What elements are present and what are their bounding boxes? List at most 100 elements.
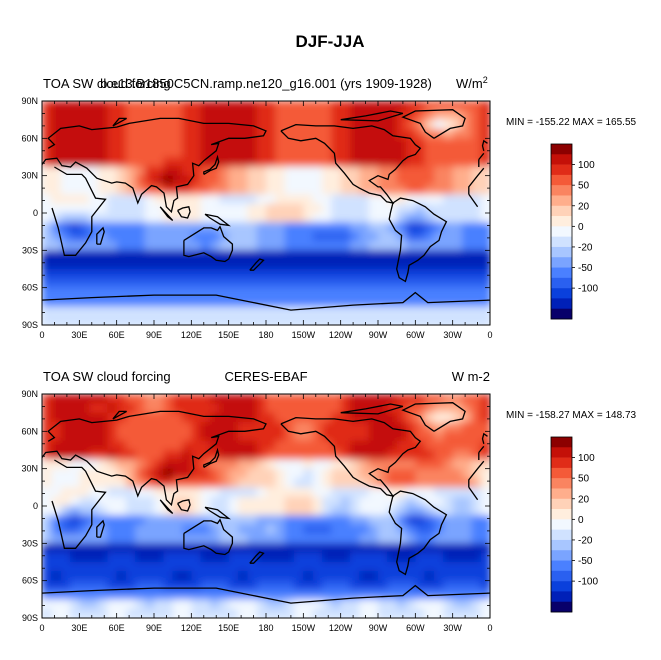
heatmap-cell — [471, 552, 482, 563]
heatmap-cell — [387, 278, 398, 289]
heatmap-cell — [182, 515, 193, 526]
heatmap-cell — [219, 101, 230, 112]
heatmap-cell — [303, 231, 314, 242]
heatmap-cell — [79, 552, 90, 563]
heatmap-cell — [462, 608, 473, 618]
heatmap-cell — [350, 110, 361, 121]
heatmap-cell — [396, 259, 407, 270]
x-tick-label: 60E — [109, 330, 125, 340]
heatmap-cell — [294, 101, 305, 112]
coastline — [177, 499, 191, 512]
heatmap-cell — [424, 213, 435, 224]
heatmap-cell — [256, 297, 267, 308]
heatmap-cell — [387, 185, 398, 196]
heatmap-cell — [191, 119, 202, 130]
colorbar-swatch — [551, 236, 572, 248]
colorbar-swatch — [551, 216, 572, 227]
coastline — [159, 499, 174, 515]
heatmap-cell — [144, 552, 155, 563]
heatmap-cell — [79, 203, 90, 214]
heatmap-cell — [275, 496, 286, 507]
heatmap-cell — [191, 543, 202, 554]
heatmap-cell — [60, 138, 71, 149]
heatmap-cell — [88, 450, 99, 461]
heatmap-cell — [387, 269, 398, 280]
heatmap-cell — [266, 194, 277, 205]
heatmap-cell — [387, 250, 398, 261]
heatmap-cell — [415, 194, 426, 205]
heatmap-cell — [266, 487, 277, 498]
heatmap-cell — [219, 278, 230, 289]
heatmap-cell — [135, 496, 146, 507]
heatmap-cell — [42, 506, 53, 517]
heatmap-cell — [51, 259, 62, 270]
heatmap-cell — [79, 468, 90, 479]
heatmap-cell — [210, 552, 221, 563]
heatmap-cell — [135, 459, 146, 470]
x-tick-label: 30E — [71, 330, 87, 340]
heatmap-cell — [60, 515, 71, 526]
heatmap-cell — [98, 459, 109, 470]
heatmap-cell — [331, 278, 342, 289]
heatmap-cell — [163, 431, 174, 442]
heatmap-cell — [88, 241, 99, 252]
heatmap-cell — [275, 412, 286, 423]
heatmap-cell — [312, 608, 323, 618]
heatmap-cell — [60, 450, 71, 461]
heatmap-cell — [116, 306, 127, 317]
colorbar-swatch — [551, 498, 572, 510]
heatmap-cell — [88, 440, 99, 451]
heatmap-cell — [154, 534, 165, 545]
heatmap-cell — [434, 412, 445, 423]
heatmap-cell — [172, 194, 183, 205]
heatmap-cell — [172, 250, 183, 261]
heatmap-cell — [200, 315, 211, 325]
heatmap-cell — [126, 222, 137, 233]
heatmap-cell — [191, 157, 202, 168]
heatmap-cell — [434, 250, 445, 261]
heatmap-cell — [471, 403, 482, 414]
heatmap-cell — [154, 590, 165, 601]
heatmap-cell — [228, 250, 239, 261]
heatmap-cell — [172, 459, 183, 470]
heatmap-cell — [331, 534, 342, 545]
heatmap-cell — [60, 487, 71, 498]
heatmap-cell — [350, 213, 361, 224]
heatmap-cell — [116, 440, 127, 451]
heatmap-cell — [359, 599, 370, 610]
heatmap-cell — [462, 185, 473, 196]
heatmap-cell — [266, 222, 277, 233]
heatmap-cell — [88, 194, 99, 205]
heatmap-cell — [116, 315, 127, 325]
heatmap-cell — [163, 506, 174, 517]
y-tick-label: 60S — [22, 283, 38, 293]
heatmap-cell — [98, 287, 109, 298]
heatmap-cell — [51, 147, 62, 158]
heatmap-cell — [480, 194, 490, 205]
heatmap-cell — [70, 194, 81, 205]
heatmap-cell — [452, 496, 463, 507]
heatmap-cell — [126, 431, 137, 442]
heatmap-cell — [135, 422, 146, 433]
heatmap-cell — [163, 278, 174, 289]
colorbar-swatch — [551, 277, 572, 289]
heatmap-cell — [387, 422, 398, 433]
heatmap-cell — [172, 506, 183, 517]
heatmap-cell — [154, 315, 165, 325]
heatmap-cell — [471, 506, 482, 517]
heatmap-cell — [378, 468, 389, 479]
heatmap-cell — [443, 478, 454, 489]
heatmap-cell — [452, 487, 463, 498]
heatmap-cell — [88, 157, 99, 168]
heatmap-cell — [350, 571, 361, 582]
heatmap-cell — [406, 608, 417, 618]
heatmap-cell — [480, 259, 490, 270]
heatmap-cell — [387, 287, 398, 298]
heatmap-cell — [312, 403, 323, 414]
heatmap-cell — [462, 203, 473, 214]
heatmap-cell — [359, 431, 370, 442]
heatmap-cell — [228, 562, 239, 573]
heatmap-cell — [144, 599, 155, 610]
heatmap-cell — [387, 608, 398, 618]
